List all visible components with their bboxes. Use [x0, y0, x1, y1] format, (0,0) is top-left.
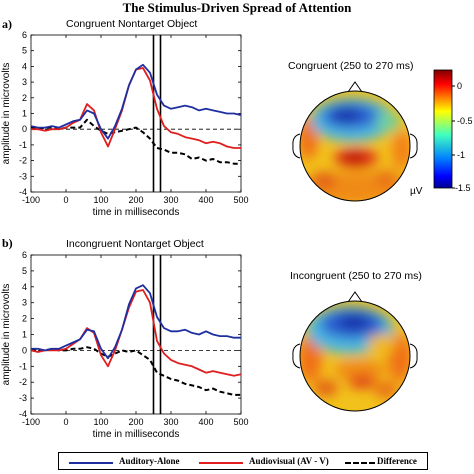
colorbar-unit: µV: [410, 186, 423, 197]
y-tick-label: -4: [19, 409, 27, 419]
panel-a-title: Congruent Nontarget Object: [66, 18, 198, 30]
x-axis-label: time in milliseconds: [93, 207, 180, 218]
chart-incongruent: 6 5 4 3 2 1 0 -1 -2 -3 -4-100 0 100 200 300 400 500 time …: [1, 250, 249, 440]
series-line-audiovisual: [30, 289, 242, 377]
y-tick-label: -1: [19, 140, 27, 150]
x-tick-label: 500: [233, 417, 248, 427]
y-tick-label: 6: [22, 250, 27, 260]
legend-label-difference: Difference: [377, 456, 417, 466]
x-tick-label: -100: [22, 417, 40, 427]
colorbar-tick: 0: [457, 81, 462, 91]
x-tick-label: 100: [93, 417, 108, 427]
x-axis-label: time in milliseconds: [93, 429, 180, 440]
topomap-congruent-title: Congruent (250 to 270 ms): [288, 60, 414, 72]
y-tick-label: 4: [22, 282, 27, 292]
panel-b-title: Incongruent Nontarget Object: [66, 238, 204, 250]
y-tick-label: 2: [22, 93, 27, 103]
plot-frame: [30, 254, 242, 415]
y-tick-label: -1: [19, 361, 27, 371]
legend-swatch-auditory: [69, 462, 113, 464]
x-tick-label: 200: [128, 417, 143, 427]
colorbar-tick: -1.5: [455, 183, 471, 193]
x-tick-label: 400: [198, 417, 213, 427]
y-tick-label: -2: [19, 156, 27, 166]
chart-congruent: 6 5 4 3 2 1 0 -1 -2 -3 -4-100 0 100 200 300 400 500 time …: [1, 30, 249, 218]
x-tick-label: 500: [233, 195, 248, 205]
colorbar-tick: -1: [457, 150, 465, 160]
topomap-incongruent-title: Incongruent (250 to 270 ms): [290, 270, 422, 282]
y-tick-label: -4: [19, 187, 27, 197]
y-tick-label: 0: [22, 124, 27, 134]
y-tick-label: 2: [22, 314, 27, 324]
y-tick-label: 3: [22, 77, 27, 87]
y-tick-label: 5: [22, 266, 27, 276]
y-axis-label: amplitude in microvolts: [1, 63, 12, 165]
topomap-congruent: [292, 81, 418, 202]
x-tick-label: 300: [163, 195, 178, 205]
series-line-difference: [31, 346, 241, 396]
x-tick-label: 200: [128, 195, 143, 205]
series-line-auditory: [30, 63, 242, 140]
y-tick-label: 6: [22, 30, 27, 40]
y-tick-label: 3: [22, 298, 27, 308]
legend-swatch-difference: [345, 462, 375, 464]
legend-swatch-audiovisual: [199, 462, 243, 464]
y-tick-label: -2: [19, 377, 27, 387]
y-tick-label: -3: [19, 393, 27, 403]
panel-b-letter: b): [2, 236, 13, 250]
legend: Auditory-Alone Audiovisual (AV - V) Diff…: [58, 452, 428, 470]
colorbar-tick: -0.5: [457, 116, 473, 126]
colorbar: 0 -0.5 -1 -1.5: [433, 69, 473, 193]
y-tick-label: 1: [22, 330, 27, 340]
series-line-audiovisual: [31, 67, 241, 149]
plot-frame: [30, 34, 242, 193]
series-line-auditory: [31, 284, 241, 360]
y-tick-label: 0: [22, 345, 27, 355]
colorbar-gradient: [433, 69, 453, 189]
y-axis-label: amplitude in microvolts: [1, 284, 12, 386]
y-tick-label: -3: [19, 171, 27, 181]
y-tick-label: 5: [22, 46, 27, 56]
x-tick-label: 0: [63, 195, 68, 205]
panel-a-letter: a): [2, 17, 12, 31]
legend-label-audiovisual: Audiovisual (AV - V): [249, 456, 329, 466]
x-tick-label: 0: [63, 417, 68, 427]
figure-title: The Stimulus-Driven Spread of Attention: [122, 0, 352, 15]
topomap-incongruent: [292, 291, 418, 412]
x-tick-label: 100: [93, 195, 108, 205]
x-tick-label: 300: [163, 417, 178, 427]
x-tick-label: 400: [198, 195, 213, 205]
x-tick-label: -100: [22, 195, 40, 205]
y-tick-label: 4: [22, 61, 27, 71]
legend-label-auditory: Auditory-Alone: [119, 456, 180, 466]
y-tick-label: 1: [22, 109, 27, 119]
